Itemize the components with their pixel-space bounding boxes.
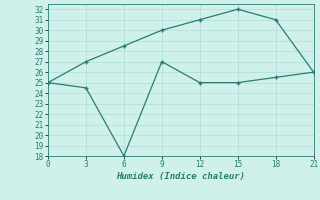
X-axis label: Humidex (Indice chaleur): Humidex (Indice chaleur) xyxy=(116,172,245,181)
